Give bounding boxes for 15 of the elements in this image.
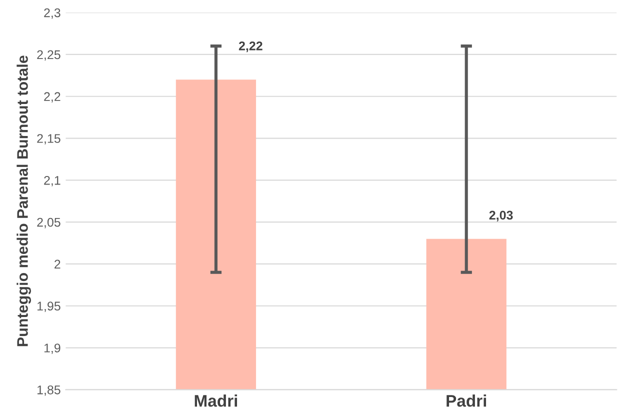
y-tick-label: 2,05 <box>37 218 60 228</box>
y-axis-title: Punteggio medio Parenal Burnout totale <box>16 56 31 346</box>
data-label: 2,03 <box>489 210 513 222</box>
y-tick-label: 1,95 <box>37 302 60 312</box>
y-tick-label: 2,15 <box>37 134 60 144</box>
y-tick-label: 2,25 <box>37 50 60 61</box>
x-tick-label: Madri <box>194 394 238 407</box>
y-tick-label: 2,3 <box>44 8 60 19</box>
data-label: 2,22 <box>238 41 262 52</box>
y-tick-label: 2,2 <box>44 92 60 102</box>
y-tick-label: 2,1 <box>44 176 60 186</box>
y-tick-label: 1,85 <box>37 385 60 396</box>
x-tick-label: Padri <box>446 394 486 407</box>
y-tick-label: 2 <box>54 260 60 268</box>
y-tick-label: 1,9 <box>44 344 60 354</box>
